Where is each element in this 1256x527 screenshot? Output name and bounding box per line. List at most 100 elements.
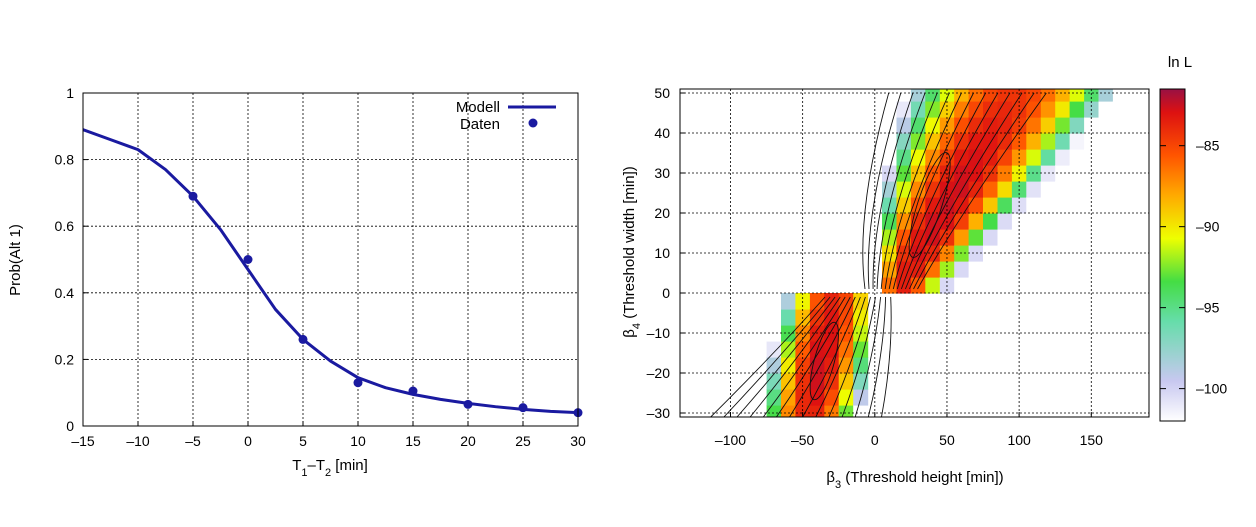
heatmap-cell <box>1040 197 1056 214</box>
contour-line-upper <box>884 92 950 290</box>
heatmap-cell <box>737 389 753 406</box>
contour-line-lower <box>867 296 887 417</box>
heatmap-cell <box>983 181 998 198</box>
heatmap-cell <box>925 133 941 150</box>
data-point <box>243 255 253 264</box>
right-y-tick-label: –20 <box>647 365 671 381</box>
heatmap-cell <box>882 149 897 166</box>
data-series <box>188 191 583 418</box>
left-x-axis-label: T1–T2 [min] <box>292 457 368 479</box>
legend-label-modell: Modell <box>456 99 500 116</box>
contour-line-upper <box>872 92 914 290</box>
heatmap-cell <box>752 309 768 326</box>
left-x-tick-label: –5 <box>185 433 201 449</box>
left-y-tick-label: 0.6 <box>55 218 75 234</box>
heatmap-cell <box>1112 101 1128 118</box>
heatmap-cell <box>925 149 941 166</box>
contour-line-upper <box>867 92 902 290</box>
contour-line-lower <box>841 296 876 417</box>
heatmap-cell <box>997 229 1013 246</box>
right-y-axis-label: β4 (Threshold width [min]) <box>621 166 643 337</box>
right-y-tick-label: –30 <box>647 405 671 421</box>
heatmap-cell <box>954 229 970 246</box>
heatmap-cell <box>708 389 724 406</box>
heatmap-cell <box>968 181 984 198</box>
legend-label-daten: Daten <box>460 116 500 133</box>
left-y-tick-label: 0.2 <box>55 351 75 367</box>
heatmap-cell <box>737 341 753 358</box>
heatmap-cell <box>1055 181 1071 198</box>
heatmap-cell <box>737 357 753 374</box>
heatmap-cell <box>968 277 984 294</box>
heatmap-cell <box>838 309 854 326</box>
heatmap-cell <box>708 341 724 358</box>
heatmap-cell <box>809 293 825 310</box>
heatmap-cell <box>925 117 941 134</box>
colorbar-tick-label: –100 <box>1196 381 1227 397</box>
contour-line-lower <box>749 296 841 417</box>
heatmap-cell <box>737 293 753 310</box>
right-grid <box>680 89 1149 417</box>
contour-line-lower <box>789 296 856 417</box>
heatmap-cell <box>752 389 768 406</box>
heatmap-cell <box>809 405 825 417</box>
data-point <box>463 399 473 409</box>
data-point <box>518 403 528 413</box>
data-point <box>188 191 198 201</box>
heatmap-cell <box>1055 133 1071 150</box>
left-x-tick-label: 25 <box>515 433 531 449</box>
left-x-tick-label: 20 <box>460 433 476 449</box>
heatmap-cell <box>968 261 984 278</box>
left-y-tick-label: 0.4 <box>55 285 75 301</box>
left-y-tick-labels: 0 0.2 0.4 0.6 0.8 1 <box>55 85 75 434</box>
heatmap-cell <box>925 197 941 214</box>
left-plot-frame <box>82 92 579 427</box>
heatmap-cell <box>954 117 970 134</box>
right-y-tick-label: 0 <box>662 285 670 301</box>
right-x-tick-label: 0 <box>871 432 879 448</box>
heatmap-cell <box>766 325 782 342</box>
heatmap-cell <box>939 89 955 102</box>
heatmap-cell <box>983 277 998 294</box>
heatmap-cell <box>694 293 710 310</box>
contour-lines <box>710 92 1047 417</box>
heatmap-cell <box>838 405 854 417</box>
heatmap-cell <box>1040 101 1056 118</box>
colorbar-tick-label: –95 <box>1196 300 1220 316</box>
heatmap-cell <box>968 197 984 214</box>
heatmap-cell <box>752 357 768 374</box>
left-x-tick-label: –15 <box>71 433 95 449</box>
heatmap-cell <box>1055 101 1071 118</box>
model-series <box>83 128 578 415</box>
contour-line-lower <box>776 296 851 417</box>
colorbar: ln L –85 –90 –95 –100 <box>1159 54 1227 422</box>
contour-line-lower <box>762 296 846 417</box>
left-y-tick-label: 0 <box>66 418 74 434</box>
contour-line-upper <box>917 92 1047 290</box>
heatmap-cell <box>896 101 912 118</box>
heatmap-cell <box>983 101 998 118</box>
heatmap-cell <box>954 277 970 294</box>
right-x-tick-labels: –100 –50 0 50 100 150 <box>715 432 1103 448</box>
heatmap-cell <box>1069 101 1085 118</box>
heatmap-cell <box>983 229 998 246</box>
heatmap-cell <box>968 213 984 230</box>
heatmap-cell <box>968 89 984 102</box>
legend-marker-daten <box>528 118 538 128</box>
right-x-axis-label: β3 (Threshold height [min]) <box>826 469 1003 491</box>
contour-line-lower <box>723 296 831 417</box>
heatmap-cell <box>896 117 912 134</box>
left-legend: Modell Daten <box>456 99 556 133</box>
right-y-tick-label: –10 <box>647 325 671 341</box>
heatmap-cell <box>795 405 811 417</box>
heatmap-cell <box>781 357 796 374</box>
right-y-tick-label: 50 <box>654 85 670 101</box>
heatmap-cell <box>896 133 912 150</box>
heatmap-cell <box>925 229 941 246</box>
left-x-tick-label: 10 <box>350 433 366 449</box>
heatmap-cell <box>680 357 695 374</box>
left-y-axis-label: Prob(Alt 1) <box>7 224 24 296</box>
heatmap-cell <box>997 89 1013 102</box>
heatmap-cell <box>1040 149 1056 166</box>
heatmap-cell <box>694 405 710 417</box>
